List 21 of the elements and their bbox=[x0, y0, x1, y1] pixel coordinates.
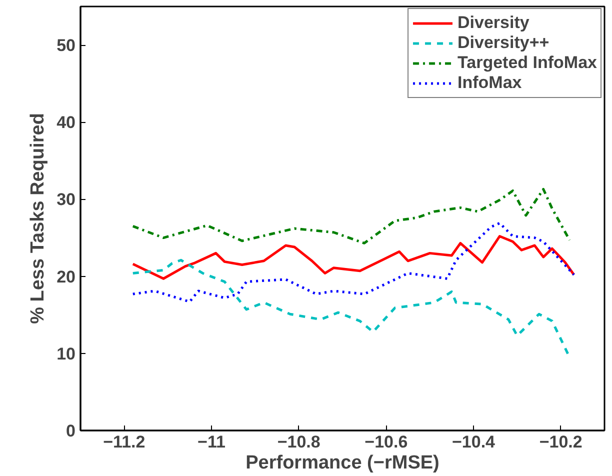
line-series bbox=[132, 188, 571, 244]
legend-label: Diversity++ bbox=[458, 33, 550, 53]
line-series bbox=[132, 222, 576, 304]
y-axis-title: % Less Tasks Required bbox=[28, 113, 49, 324]
y-tick-label: 10 bbox=[56, 344, 76, 364]
line-series bbox=[132, 234, 576, 280]
x-axis-title: Performance (−rMSE) bbox=[246, 452, 440, 474]
x-tick-label: −10.4 bbox=[452, 432, 496, 452]
x-tick-label: −11 bbox=[198, 432, 226, 452]
x-tick-label: −10.2 bbox=[539, 432, 582, 452]
y-tick-label: 50 bbox=[56, 36, 76, 56]
x-tick-label: −10.6 bbox=[364, 432, 408, 452]
y-tick-label: 20 bbox=[56, 267, 76, 286]
y-tick-label: 40 bbox=[56, 113, 76, 132]
y-tick-label: 30 bbox=[56, 190, 76, 210]
x-tick-label: −11.2 bbox=[103, 432, 146, 452]
x-tick-label: −10.8 bbox=[277, 432, 320, 452]
legend-label: InfoMax bbox=[458, 73, 522, 93]
y-tick-label: 0 bbox=[66, 422, 76, 440]
legend-label: Targeted InfoMax bbox=[458, 53, 597, 73]
legend-label: Diversity bbox=[458, 13, 530, 33]
